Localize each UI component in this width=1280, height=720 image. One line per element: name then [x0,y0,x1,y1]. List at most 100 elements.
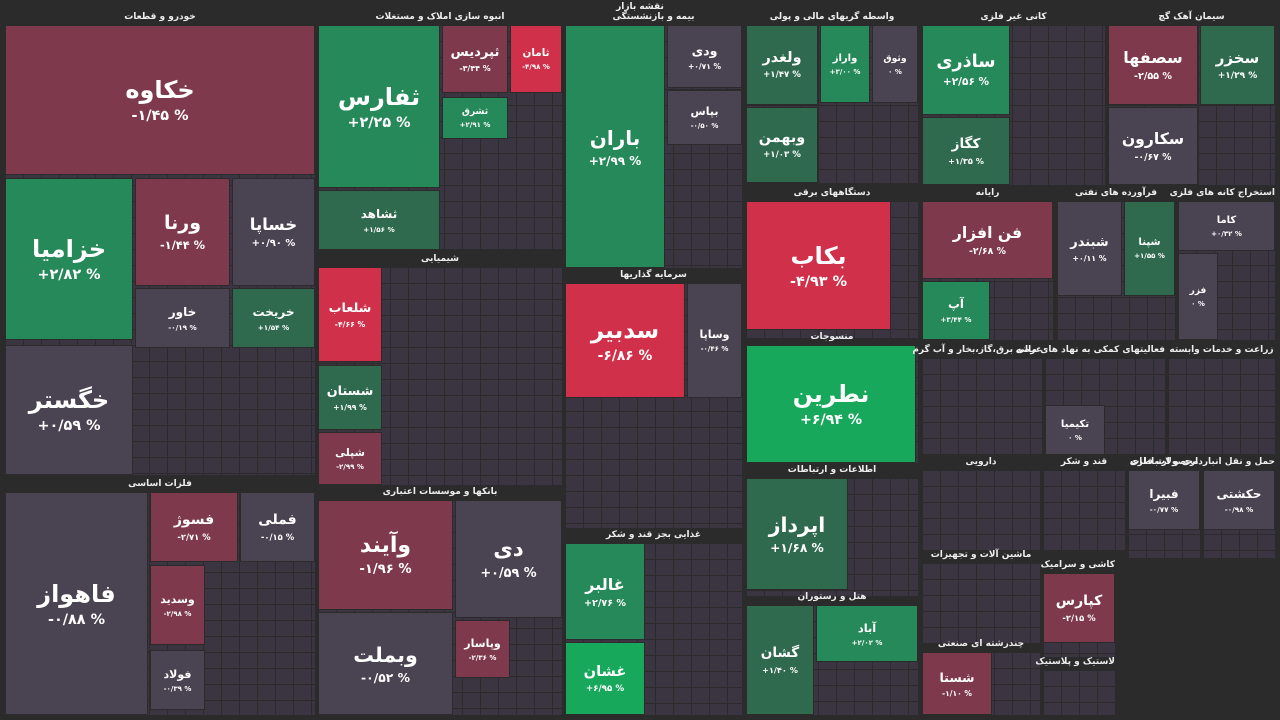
stock-symbol: حکشتی [1216,486,1262,501]
stock-tile[interactable]: نطرین +۶/۹۴ % [746,345,916,463]
stock-tile[interactable]: ثشرق +۲/۹۱ % [442,97,508,139]
stock-tile[interactable]: سکارون -۰/۶۷ % [1108,107,1198,185]
stock-change: +۱/۶۸ % [770,541,824,555]
stock-change: -۲/۱۵ % [1062,613,1096,623]
stock-tile[interactable]: وبهمن +۱/۰۳ % [746,107,818,183]
stock-tile[interactable]: ساذری +۲/۵۶ % [922,25,1010,115]
stock-symbol: سکارون [1121,129,1185,148]
sector-area [922,470,1040,550]
stock-tile[interactable]: ولغدر +۱/۴۷ % [746,25,818,105]
stock-tile[interactable]: خاور -۰/۱۹ % [135,288,230,348]
stock-tile[interactable]: وپاسار -۲/۳۶ % [455,620,510,678]
sector-name: انبوه سازی املاک و مستغلات [375,12,505,22]
stock-tile[interactable]: دی +۰/۵۹ % [455,500,562,618]
stock-symbol: ثفارس [337,82,421,111]
stock-tile[interactable]: فولاد -۰/۳۹ % [150,650,205,710]
stock-tile[interactable]: غشان +۶/۹۵ % [565,642,645,715]
stock-tile[interactable]: وسدید -۲/۹۸ % [150,565,205,645]
stock-symbol: شستا [939,669,975,685]
stock-tile[interactable]: بکاب -۴/۹۳ % [746,201,891,330]
stock-tile[interactable]: فن افزار -۲/۶۸ % [922,201,1053,279]
stock-change: -۱/۴۴ % [159,238,206,252]
sector-name: دستگاههای برقی [793,188,871,198]
stock-change: -۴/۹۸ % [522,63,550,71]
stock-tile[interactable]: آباد +۲/۰۲ % [816,605,918,662]
stock-symbol: شپلی [335,446,365,459]
sector-name: شیمیایی [420,254,460,264]
stock-tile[interactable]: شستا -۱/۱۰ % [922,652,992,715]
stock-tile[interactable]: ثامان -۴/۹۸ % [510,25,562,93]
stock-tile[interactable]: ودی +۰/۷۱ % [667,25,742,88]
stock-symbol: ثشرق [461,107,489,117]
stock-symbol: وثوق [883,52,907,64]
stock-tile[interactable]: ثفارس +۲/۲۵ % [318,25,440,188]
stock-symbol: باران [589,125,641,150]
stock-tile[interactable]: وآیند -۱/۹۶ % [318,500,453,610]
stock-tile[interactable]: وثوق ۰ % [872,25,918,103]
stock-tile[interactable]: بپاس -۰/۵۰ % [667,90,742,145]
stock-tile[interactable]: خگستر +۰/۵۹ % [5,345,133,475]
stock-symbol: شستان [326,383,374,399]
stock-tile[interactable]: اپرداز +۱/۶۸ % [746,478,848,590]
stock-tile[interactable]: وساپا -۰/۴۶ % [687,283,742,398]
stock-tile[interactable]: سخزر +۱/۲۹ % [1200,25,1275,105]
stock-symbol: کاما [1216,214,1237,226]
stock-tile[interactable]: ثپردیس -۳/۴۴ % [442,25,508,93]
sector-name: چندرشته ای صنعتی [937,639,1025,649]
stock-symbol: آباد [857,620,877,635]
stock-change: +۰/۹۰ % [251,238,296,249]
stock-tile[interactable]: سصفها -۲/۵۵ % [1108,25,1198,105]
sector-name: لاستیک و پلاستیک [1035,657,1115,667]
stock-change: +۲/۸۲ % [37,267,101,283]
stock-tile[interactable]: خزامیا +۲/۸۲ % [5,178,133,340]
sector-name: غذایی بجز قند و شکر [606,530,701,540]
stock-tile[interactable]: شپلی -۲/۹۹ % [318,432,382,485]
stock-tile[interactable]: شستان +۱/۹۹ % [318,365,382,430]
stock-tile[interactable]: باران +۲/۹۹ % [565,25,665,268]
stock-symbol: اپرداز [768,513,826,537]
stock-tile[interactable]: سدبیر -۶/۸۶ % [565,283,685,398]
stock-tile[interactable]: خکاوه -۱/۴۵ % [5,25,315,175]
stock-tile[interactable]: شلعاب -۴/۶۶ % [318,267,382,362]
stock-tile[interactable]: خریخت +۱/۵۴ % [232,288,315,348]
stock-tile[interactable]: حکشتی -۰/۹۸ % [1203,470,1275,530]
stock-change: -۰/۹۸ % [1224,504,1254,514]
stock-tile[interactable]: فملی -۰/۱۵ % [240,492,315,562]
stock-tile[interactable]: فسوژ -۲/۷۱ % [150,492,238,562]
stock-tile[interactable]: شپنا +۱/۵۵ % [1124,201,1175,296]
stock-tile[interactable]: وبملت -۰/۵۲ % [318,612,453,715]
stock-change: +۰/۵۹ % [480,566,537,581]
stock-symbol: وآیند [359,533,412,558]
stock-symbol: سخزر [1215,49,1260,67]
stock-tile[interactable]: فزر ۰ % [1178,253,1218,340]
stock-tile[interactable]: کپارس -۲/۱۵ % [1043,573,1115,643]
stock-symbol: سدبیر [590,317,660,344]
sector-name: سیمان آهک گچ [1158,12,1225,22]
stock-tile[interactable]: ثشاهد +۱/۵۶ % [318,190,440,250]
stock-tile[interactable]: کگاز +۱/۳۵ % [922,117,1010,185]
sector-area [922,358,1042,455]
stock-tile[interactable]: غالبر +۲/۷۶ % [565,543,645,640]
stock-tile[interactable]: آپ +۳/۴۴ % [922,281,990,340]
stock-tile[interactable]: خساپا +۰/۹۰ % [232,178,315,286]
sector-name: هتل و رستوران [797,592,867,602]
stock-tile[interactable]: واراز +۳/۰۰ % [820,25,870,103]
stock-change: +۱/۴۷ % [763,70,801,80]
stock-symbol: شبندر [1070,234,1109,250]
stock-change: -۰/۵۲ % [361,670,410,685]
stock-tile[interactable]: فاهواز -۰/۸۸ % [5,492,148,715]
sector-name: قند و شکر [1060,457,1108,467]
stock-tile[interactable]: ورنا -۱/۴۴ % [135,178,230,286]
stock-tile[interactable]: شبندر +۰/۱۱ % [1057,201,1122,296]
stock-symbol: ثامان [522,47,550,59]
stock-symbol: نطرین [792,380,870,408]
sector-name: زراعت و خدمات وابسته [1169,345,1274,355]
stock-tile[interactable]: تکیمیا ۰ % [1045,405,1105,455]
stock-tile[interactable]: گشان +۱/۴۰ % [746,605,814,715]
stock-tile[interactable]: فبیرا -۰/۷۷ % [1128,470,1200,530]
stock-change: +۱/۲۹ % [1217,71,1258,81]
stock-tile[interactable]: کاما +۰/۳۲ % [1178,201,1275,251]
sector-name: بانکها و موسسات اعتباری [382,487,498,497]
sector-name: واسطه گریهای مالی و پولی [769,12,895,22]
stock-change: -۰/۱۵ % [260,532,295,542]
